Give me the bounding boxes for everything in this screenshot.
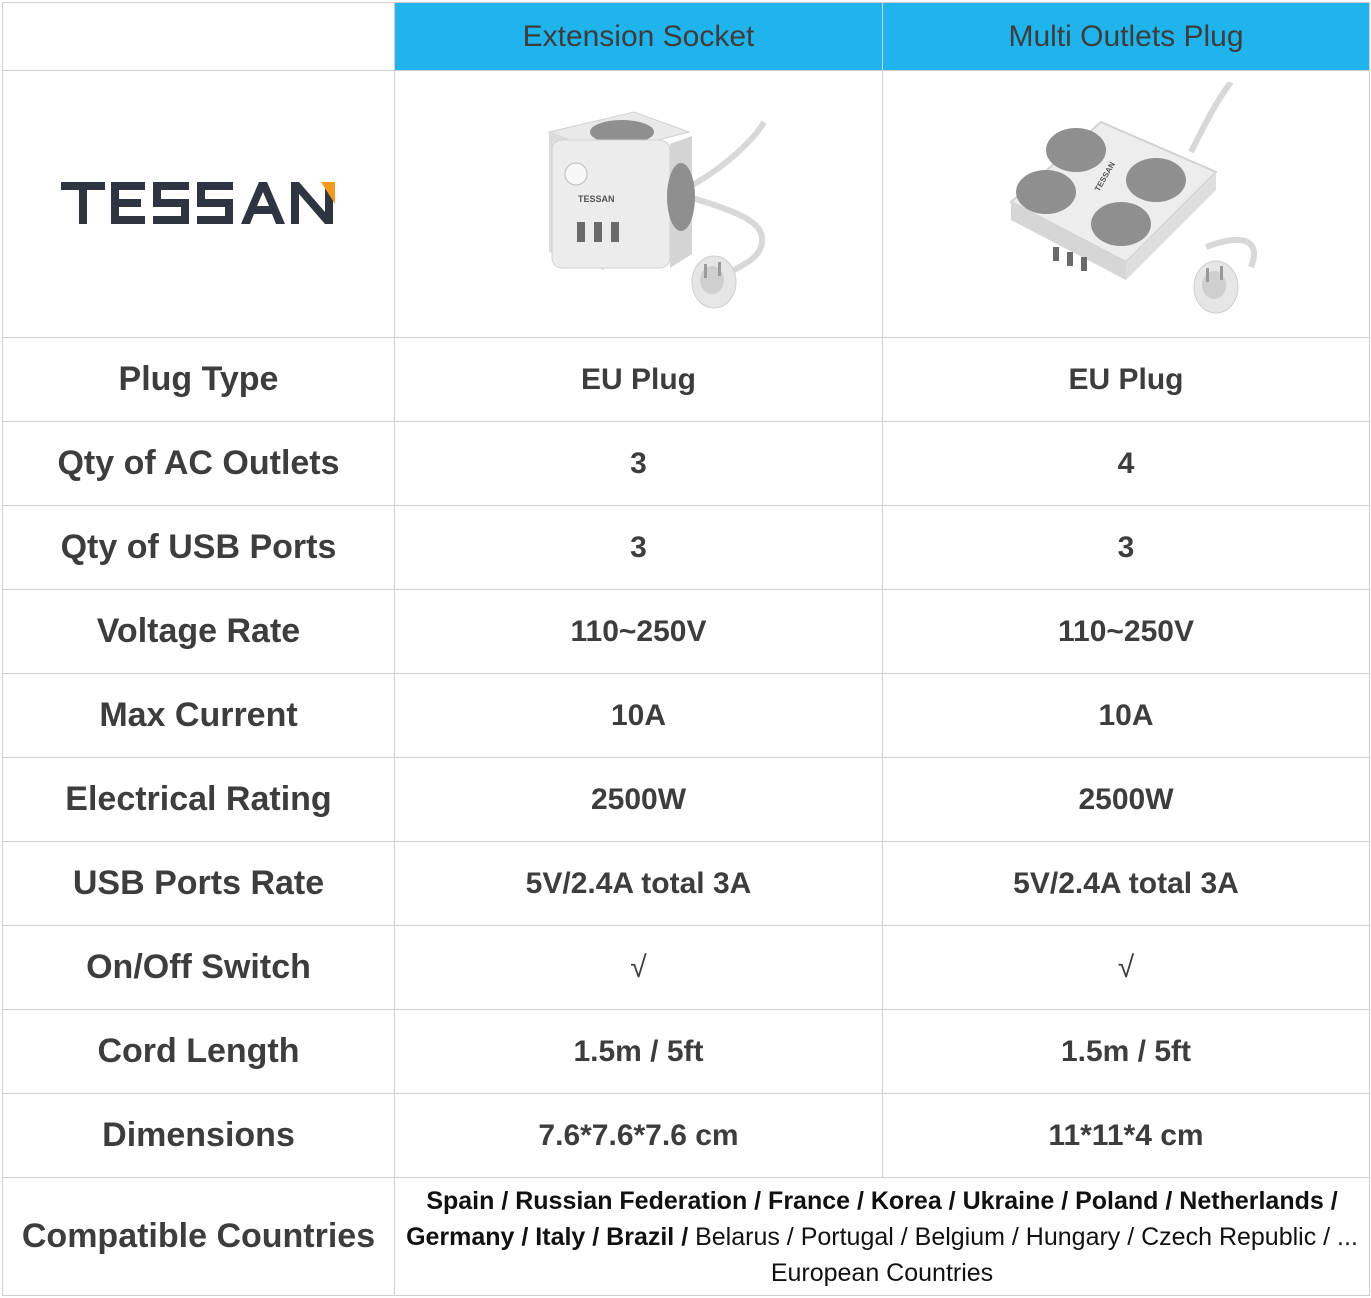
row-label: Cord Length (2, 1009, 395, 1094)
row-label: On/Off Switch (2, 925, 395, 1010)
check-icon: √ (882, 925, 1370, 1010)
countries-cell: Spain / Russian Federation / France / Ko… (394, 1177, 1370, 1296)
value-extension-socket: 1.5m / 5ft (394, 1009, 883, 1094)
header-empty-cell (2, 2, 395, 71)
value-multi-outlets-plug: EU Plug (882, 337, 1370, 422)
svg-text:TESSAN: TESSAN (578, 194, 615, 204)
value-extension-socket: 2500W (394, 757, 883, 842)
value-multi-outlets-plug: 110~250V (882, 589, 1370, 674)
product-image-multi-outlets-plug: TESSAN (882, 70, 1370, 338)
value-multi-outlets-plug: 10A (882, 673, 1370, 758)
header-extension-socket: Extension Socket (394, 2, 883, 71)
row-qty-ac-outlets: Qty of AC Outlets 3 4 (2, 421, 1370, 506)
value-multi-outlets-plug: 5V/2.4A total 3A (882, 841, 1370, 926)
square-multi-outlet-image: TESSAN (1009, 79, 1257, 313)
row-label: Electrical Rating (2, 757, 395, 842)
value-extension-socket: EU Plug (394, 337, 883, 422)
value-extension-socket: 5V/2.4A total 3A (394, 841, 883, 926)
row-label: Voltage Rate (2, 589, 395, 674)
row-label: Compatible Countries (2, 1177, 395, 1296)
row-voltage-rate: Voltage Rate 110~250V 110~250V (2, 589, 1370, 674)
row-label: Qty of AC Outlets (2, 421, 395, 506)
countries-regular: Belarus / Portugal / Belgium / Hungary /… (688, 1222, 1358, 1287)
row-usb-ports-rate: USB Ports Rate 5V/2.4A total 3A 5V/2.4A … (2, 841, 1370, 926)
row-plug-type: Plug Type EU Plug EU Plug (2, 337, 1370, 422)
countries-bold: Spain / Russian Federation / France / Ko… (406, 1186, 1338, 1251)
header-row: Extension Socket Multi Outlets Plug (2, 2, 1370, 71)
value-extension-socket: 110~250V (394, 589, 883, 674)
row-electrical-rating: Electrical Rating 2500W 2500W (2, 757, 1370, 842)
value-multi-outlets-plug: 2500W (882, 757, 1370, 842)
check-icon: √ (394, 925, 883, 1010)
countries-list: Spain / Russian Federation / France / Ko… (395, 1183, 1369, 1291)
value-multi-outlets-plug: 4 (882, 421, 1370, 506)
row-compatible-countries: Compatible Countries Spain / Russian Fed… (2, 1177, 1370, 1296)
row-label: Dimensions (2, 1093, 395, 1178)
row-max-current: Max Current 10A 10A (2, 673, 1370, 758)
value-extension-socket: 7.6*7.6*7.6 cm (394, 1093, 883, 1178)
row-label: Qty of USB Ports (2, 505, 395, 590)
tessan-logo (60, 182, 335, 224)
image-row: TESSAN (2, 70, 1370, 338)
row-cord-length: Cord Length 1.5m / 5ft 1.5m / 5ft (2, 1009, 1370, 1094)
row-on-off-switch: On/Off Switch √ √ (2, 925, 1370, 1010)
value-extension-socket: 3 (394, 505, 883, 590)
cube-extension-socket-image: TESSAN (546, 110, 767, 308)
logo-cell (2, 70, 395, 338)
value-multi-outlets-plug: 1.5m / 5ft (882, 1009, 1370, 1094)
header-multi-outlets-plug: Multi Outlets Plug (882, 2, 1370, 71)
row-dimensions: Dimensions 7.6*7.6*7.6 cm 11*11*4 cm (2, 1093, 1370, 1178)
value-multi-outlets-plug: 11*11*4 cm (882, 1093, 1370, 1178)
value-extension-socket: 3 (394, 421, 883, 506)
value-extension-socket: 10A (394, 673, 883, 758)
row-label: Max Current (2, 673, 395, 758)
row-label: USB Ports Rate (2, 841, 395, 926)
row-label: Plug Type (2, 337, 395, 422)
value-multi-outlets-plug: 3 (882, 505, 1370, 590)
row-qty-usb-ports: Qty of USB Ports 3 3 (2, 505, 1370, 590)
product-image-extension-socket: TESSAN (394, 70, 883, 338)
